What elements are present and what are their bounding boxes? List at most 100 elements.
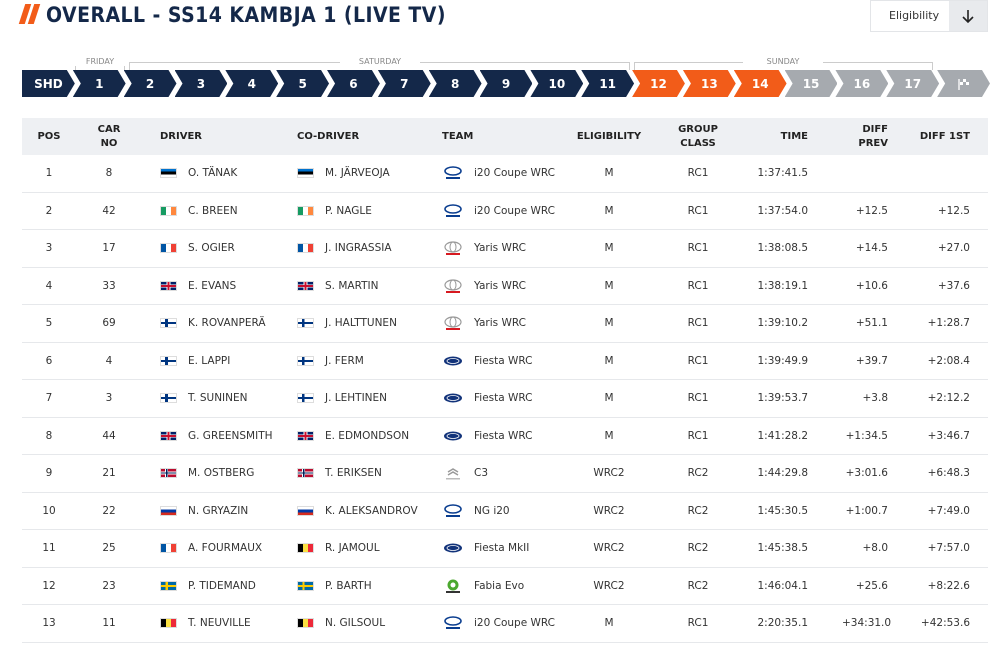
flag-icon — [297, 393, 314, 403]
logo-shape — [444, 166, 462, 179]
stage-tab[interactable] — [937, 70, 990, 97]
stage-tab[interactable]: 15 — [785, 70, 838, 97]
cell: RC1 — [687, 279, 709, 292]
flag-icon — [297, 505, 314, 516]
stage-tab[interactable]: 8 — [429, 70, 482, 97]
table-row[interactable]: 2 42 C. BREEN P. NAGLE i20 Coupe WRC M RC1 1:37… — [22, 193, 988, 230]
stage-tab[interactable]: 2 — [124, 70, 177, 97]
cell: +1:28.7 — [927, 317, 970, 329]
cell: +7:49.0 — [927, 504, 970, 517]
cell: WRC2 — [593, 579, 625, 592]
cell: RC1 — [687, 204, 709, 217]
cell: M. OSTBERG — [188, 467, 255, 479]
cell: 3 — [105, 392, 113, 404]
cell: RC1 — [687, 317, 709, 329]
stage-tab[interactable]: 14 — [734, 70, 787, 97]
cell: 8 — [45, 429, 53, 442]
stage-tab[interactable]: 5 — [276, 70, 329, 97]
cell: 1:45:38.5 — [757, 542, 809, 554]
team-logo — [442, 241, 464, 255]
team-logo — [442, 503, 464, 518]
stage-tab[interactable]: 10 — [530, 70, 583, 97]
cell: N. GRYAZIN — [188, 504, 249, 517]
stage-tab[interactable]: 1 — [73, 70, 126, 97]
table-header: POS CAR NO DRIVER CO-DRIVER TEAM ELIGIBILITY G… — [22, 118, 988, 155]
stage-tab[interactable]: SHD — [22, 70, 75, 97]
team-logo — [442, 616, 464, 630]
cell: +12.5 — [855, 204, 888, 217]
cell: 1:41:28.2 — [757, 429, 809, 442]
stage-tab[interactable]: 12 — [632, 70, 685, 97]
stage-tab[interactable]: 7 — [378, 70, 431, 97]
cell: +37.6 — [937, 279, 970, 292]
stage-tab[interactable]: 16 — [835, 70, 888, 97]
team-logo — [442, 354, 464, 368]
flag-icon — [160, 280, 177, 291]
column-header: CAR NO — [97, 123, 121, 149]
table-row[interactable]: 5 69 K. ROVANPERÄ J. HALTTUNEN Yaris WRC M RC1… — [22, 305, 988, 343]
table-row[interactable]: 10 22 N. GRYAZIN K. ALEKSANDROV NG i20 WRC2 RC… — [22, 493, 988, 530]
table-row[interactable]: 1 8 O. TÄNAK M. JÄRVEOJA i20 Coupe WRC M RC1 1:… — [22, 155, 988, 193]
arrow-icon — [962, 10, 974, 24]
cell: Fiesta WRC — [474, 392, 533, 404]
flag-icon — [297, 543, 314, 553]
stage-tab[interactable]: 6 — [327, 70, 380, 97]
flag-icon — [160, 243, 177, 253]
flag-icon — [297, 580, 314, 591]
cell: Fabia Evo — [474, 579, 525, 592]
table-row[interactable]: 7 3 T. SUNINEN J. LEHTINEN Fiesta WRC M RC1 1:3… — [22, 380, 988, 418]
cell: +25.6 — [855, 579, 888, 592]
eligibility-filter[interactable]: Eligibility — [870, 0, 988, 32]
cell: RC2 — [687, 467, 709, 479]
table-row[interactable]: 9 21 M. OSTBERG T. ERIKSEN C3 WRC2 RC2 1:44:29.… — [22, 455, 988, 493]
flag-icon — [160, 393, 177, 403]
page-title: OVERALL - SS14 KAMBJA 1 (LIVE TV) — [46, 3, 446, 27]
table-row[interactable]: 8 44 G. GREENSMITH E. EDMONDSON Fiesta WRC M R… — [22, 418, 988, 455]
table-row[interactable]: 4 33 E. EVANS S. MARTIN Yaris WRC M RC1 1:38:19… — [22, 268, 988, 305]
cell: RC1 — [687, 242, 709, 254]
cell: +10.6 — [855, 279, 888, 292]
logo-shape — [444, 431, 462, 440]
stage-tab[interactable]: 3 — [175, 70, 228, 97]
table-row[interactable]: 6 4 E. LAPPI J. FERM Fiesta WRC M RC1 1:39:49.9… — [22, 343, 988, 380]
cell: +3.8 — [862, 392, 889, 404]
team-logo — [442, 579, 464, 593]
cell: RC1 — [687, 167, 709, 179]
flag-icon — [297, 355, 314, 366]
cell: P. NAGLE — [325, 204, 372, 217]
cell: J. HALTTUNEN — [325, 317, 397, 329]
flag-icon — [297, 430, 314, 441]
cell: +39.7 — [855, 354, 888, 367]
cell: O. TÄNAK — [188, 167, 238, 179]
table-row[interactable]: 12 23 P. TIDEMAND P. BARTH Fabia Evo WRC2 RC2 1… — [22, 568, 988, 605]
cell: WRC2 — [593, 467, 625, 479]
cell: +6:48.3 — [927, 467, 970, 479]
stage-tab[interactable]: 9 — [480, 70, 533, 97]
cell: J. LEHTINEN — [325, 392, 388, 404]
team-logo — [442, 391, 464, 405]
cell: RC1 — [687, 617, 709, 629]
stage-tab[interactable]: 17 — [886, 70, 939, 97]
cell: 4 — [105, 354, 113, 367]
table-row[interactable]: 3 17 S. OGIER J. INGRASSIA Yaris WRC M RC1 1:38… — [22, 230, 988, 268]
stage-tab[interactable]: 4 — [225, 70, 278, 97]
sort-button[interactable] — [949, 1, 987, 31]
cell: +7:57.0 — [927, 542, 970, 554]
logo-shape — [444, 203, 462, 217]
table-row[interactable]: 13 11 T. NEUVILLE N. GILSOUL i20 Coupe WRC M R… — [22, 605, 988, 643]
cell: RC2 — [687, 542, 709, 554]
cell: 5 — [45, 317, 53, 329]
stage-tab[interactable]: 11 — [581, 70, 634, 97]
cell: M — [604, 392, 614, 404]
cell: RC2 — [687, 504, 709, 517]
cell: 8 — [105, 167, 113, 179]
team-logo — [442, 429, 464, 443]
cell: +42:53.6 — [920, 617, 970, 629]
cell: 1:46:04.1 — [757, 579, 809, 592]
table-row[interactable]: 11 25 A. FOURMAUX R. JAMOUL Fiesta MkII WRC2 R… — [22, 530, 988, 568]
stage-tab[interactable]: 13 — [683, 70, 736, 97]
cell: 25 — [102, 542, 116, 554]
cell: A. FOURMAUX — [188, 542, 263, 554]
flag-icon — [297, 168, 314, 178]
